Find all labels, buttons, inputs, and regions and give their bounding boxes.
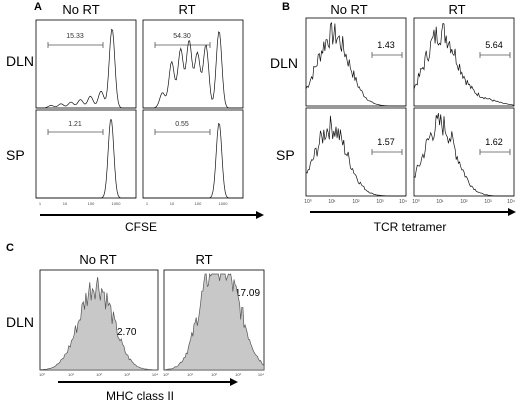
- x-tick-c-1-3: 10³: [235, 372, 241, 377]
- plot-frame-a-dln-rt: [142, 19, 244, 109]
- histogram-a-2: [36, 119, 136, 199]
- panel-a: A No RT RT DLN SP 1 10 100 1000 1 10 100…: [6, 1, 264, 234]
- plot-frame-b-sp-rt: [413, 107, 515, 197]
- x-tick-b-0-2: 10²: [352, 199, 360, 205]
- gate-b-dln-nort: 1.43: [371, 40, 403, 58]
- gate-b-sp-rt: 1.62: [479, 137, 511, 155]
- col-label-c-0: No RT: [79, 252, 116, 267]
- plot-frame-a-sp-nort: [35, 109, 137, 199]
- gate-value-a-dln-rt: 54.30: [173, 33, 191, 40]
- histogram-a-3: [143, 122, 243, 199]
- histogram-c-0: [39, 276, 159, 371]
- row-label-a-0: DLN: [6, 53, 34, 69]
- x-tick-c-0-2: 10²: [96, 372, 102, 377]
- gate-value-b-sp-nort: 1.57: [377, 137, 395, 147]
- histogram-b-2: [305, 115, 406, 197]
- x-tick-a-1-3: 1000: [219, 201, 229, 206]
- x-tick-a-1-2: 100: [195, 201, 202, 206]
- gate-value-a-dln-nort: 15.33: [66, 33, 84, 40]
- x-tick-c-1-2: 10²: [211, 372, 217, 377]
- gate-a-sp-rt: 0.55: [154, 121, 211, 135]
- gate-a-dln-rt: 54.30: [154, 33, 211, 48]
- x-tick-b-1-3: 10³: [484, 199, 492, 205]
- gate-b-sp-nort: 1.57: [371, 137, 403, 155]
- panel-c: C No RT RT DLN 10⁰ 10¹ 10² 10³ 10⁴ 10⁰ 1…: [6, 242, 265, 403]
- col-label-a-0: No RT: [62, 2, 99, 17]
- x-tick-b-1-2: 10²: [460, 199, 468, 205]
- x-axis-title-c: MHC class II: [106, 389, 174, 403]
- histogram-a-0: [36, 28, 136, 109]
- histogram-layer: [36, 22, 515, 371]
- gate-value-b-dln-rt: 5.64: [485, 40, 503, 50]
- x-ticks-b-rt: 10⁰ 10¹ 10² 10³ 10⁴: [412, 199, 515, 205]
- gate-value-a-sp-rt: 0.55: [175, 121, 189, 128]
- panel-letter-c: C: [6, 242, 14, 254]
- plot-frame-b-dln-rt: [413, 17, 515, 107]
- x-tick-c-0-1: 10¹: [68, 372, 74, 377]
- x-axis-arrowhead-c: [230, 378, 238, 386]
- plot-frame-a-dln-nort: [35, 19, 137, 109]
- x-tick-b-0-3: 10³: [376, 199, 384, 205]
- x-tick-a-0-1: 10: [63, 201, 68, 206]
- panel-letter-b: B: [282, 1, 290, 13]
- x-ticks-a-nort: 1 10 100 1000: [39, 201, 121, 206]
- histogram-b-0: [305, 22, 406, 107]
- x-tick-c-1-0: 10⁰: [163, 372, 169, 377]
- histogram-b-3: [413, 113, 514, 197]
- row-label-c-0: DLN: [6, 314, 34, 330]
- plot-frame-b-sp-nort: [305, 107, 407, 197]
- x-tick-b-0-1: 10¹: [328, 199, 336, 205]
- col-label-a-1: RT: [178, 2, 195, 17]
- gate-value-c-nort: 2.70: [117, 327, 137, 338]
- x-ticks-a-rt: 1 10 100 1000: [146, 201, 228, 206]
- panel-letter-a: A: [34, 1, 42, 13]
- x-axis-arrowhead-a: [256, 211, 264, 219]
- row-label-b-1: SP: [276, 147, 295, 163]
- x-axis-title-a: CFSE: [125, 220, 157, 234]
- col-label-b-1: RT: [448, 2, 465, 17]
- row-label-b-0: DLN: [270, 55, 298, 71]
- histogram-b-1: [413, 23, 515, 106]
- row-label-a-1: SP: [6, 147, 25, 163]
- gate-b-dln-rt: 5.64: [479, 40, 511, 58]
- x-tick-a-1-1: 10: [170, 201, 175, 206]
- x-axis-title-b: TCR tetramer: [374, 220, 447, 234]
- x-tick-b-0-4: 10⁴: [399, 199, 407, 205]
- plot-frame-a-sp-rt: [142, 109, 244, 199]
- col-label-b-0: No RT: [330, 2, 367, 17]
- x-tick-a-1-0: 1: [146, 201, 149, 206]
- x-tick-c-1-1: 10¹: [187, 372, 193, 377]
- x-tick-a-0-0: 1: [39, 201, 42, 206]
- x-tick-c-0-3: 10³: [124, 372, 130, 377]
- x-tick-a-0-2: 100: [88, 201, 95, 206]
- x-tick-b-1-4: 10⁴: [507, 199, 515, 205]
- x-tick-a-0-3: 1000: [112, 201, 122, 206]
- x-tick-b-1-0: 10⁰: [412, 199, 420, 205]
- gate-a-sp-nort: 1.21: [47, 121, 104, 135]
- panel-b: B No RT RT DLN SP 10⁰ 10¹ 10² 10³ 10⁴ 10…: [270, 1, 516, 234]
- col-label-c-1: RT: [195, 252, 212, 267]
- x-tick-c-0-0: 10⁰: [39, 372, 45, 377]
- x-tick-c-1-4: 10⁴: [258, 372, 264, 377]
- plot-frame-b-dln-nort: [305, 17, 407, 107]
- gate-value-b-dln-nort: 1.43: [377, 40, 395, 50]
- x-ticks-b-nort: 10⁰ 10¹ 10² 10³ 10⁴: [304, 199, 407, 205]
- histogram-c-1: [163, 272, 265, 371]
- x-ticks-c-rt: 10⁰ 10¹ 10² 10³ 10⁴: [163, 372, 264, 377]
- x-tick-c-0-4: 10⁴: [152, 372, 158, 377]
- gate-value-b-sp-rt: 1.62: [485, 137, 503, 147]
- x-axis-arrowhead-b: [508, 208, 516, 216]
- gate-a-dln-nort: 15.33: [47, 33, 104, 48]
- x-tick-b-1-1: 10¹: [436, 199, 444, 205]
- gate-value-c-rt: 17.09: [235, 288, 260, 299]
- x-tick-b-0-0: 10⁰: [304, 199, 312, 205]
- x-ticks-c-nort: 10⁰ 10¹ 10² 10³ 10⁴: [39, 372, 158, 377]
- histogram-a-1: [143, 31, 243, 109]
- gate-value-a-sp-nort: 1.21: [68, 121, 82, 128]
